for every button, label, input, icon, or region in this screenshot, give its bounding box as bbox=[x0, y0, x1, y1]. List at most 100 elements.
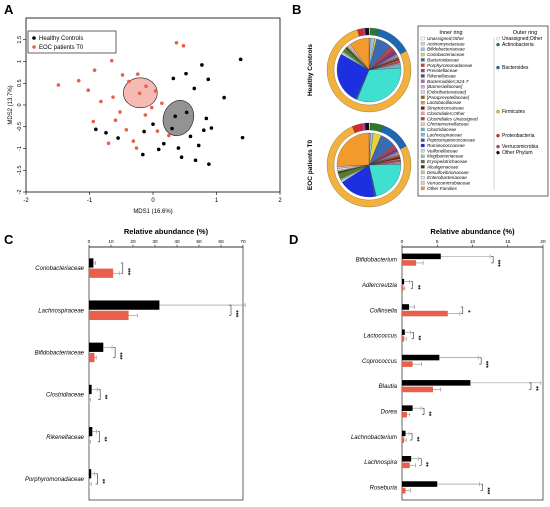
scatter-point-eoc bbox=[167, 133, 171, 138]
panel-letter-c: C bbox=[4, 232, 14, 247]
category-label: Porphyromonadaceae bbox=[25, 477, 85, 483]
significance-bracket bbox=[491, 256, 494, 264]
category-label: Rikenellaceae bbox=[46, 435, 84, 441]
significance-label: *** bbox=[124, 268, 130, 276]
x-tick-label: -2 bbox=[23, 198, 29, 204]
significance-label: *** bbox=[232, 310, 238, 318]
y-tick-label: -1 bbox=[17, 146, 23, 151]
x-tick-label: 40 bbox=[174, 239, 180, 245]
bar-plot-frame bbox=[88, 246, 244, 501]
scatter-point-eoc bbox=[118, 110, 122, 114]
outer-ring-slice bbox=[364, 27, 370, 36]
bar-chart-title: Relative abundance (%) bbox=[430, 227, 515, 236]
pie-row-label: Healthy Controls bbox=[307, 44, 314, 96]
outer-ring-slice bbox=[326, 126, 412, 208]
legend-swatch bbox=[420, 117, 425, 121]
significance-bracket bbox=[529, 382, 532, 390]
bar-eoc bbox=[402, 361, 413, 367]
significance-bracket bbox=[411, 332, 414, 340]
x-tick-label: 10 bbox=[470, 239, 476, 245]
scatter-point-eoc bbox=[131, 139, 136, 143]
scatter-point-healthy bbox=[94, 127, 98, 132]
scatter-point-eoc bbox=[86, 88, 91, 93]
legend-swatch bbox=[420, 133, 425, 137]
bar-eoc bbox=[402, 285, 404, 292]
inner-ring-legend-label: Streptococcaceae bbox=[427, 106, 464, 111]
inner-ring-legend-label: Desulfovibrionaceae bbox=[427, 170, 469, 175]
panel-letter-a: A bbox=[4, 2, 14, 17]
bar-eoc bbox=[89, 479, 90, 489]
scatter-point-healthy bbox=[171, 76, 176, 81]
significance-label: ** bbox=[425, 411, 431, 416]
significance-bracket bbox=[410, 433, 413, 441]
legend-swatch bbox=[420, 95, 425, 99]
legend-swatch bbox=[420, 127, 425, 132]
outer-ring-legend-label: Firmicutes bbox=[502, 109, 526, 115]
bar-healthy bbox=[89, 342, 104, 352]
x-tick-label: 10 bbox=[108, 239, 114, 245]
y-axis-label: MDS2 (13.7%) bbox=[8, 85, 14, 124]
significance-bracket bbox=[479, 357, 482, 365]
bar-eoc bbox=[402, 462, 410, 469]
category-label: Bifidobacterium bbox=[356, 258, 397, 264]
bar-healthy bbox=[89, 384, 92, 395]
legend-swatch bbox=[420, 90, 425, 94]
legend-swatch bbox=[420, 68, 425, 73]
significance-label: ** bbox=[414, 336, 420, 341]
scatter-point-eoc bbox=[120, 73, 125, 77]
outer-ring-slice bbox=[326, 29, 412, 113]
scatter-point-healthy bbox=[192, 86, 197, 91]
inner-ring-legend-label: Coriobacteriaceae bbox=[427, 52, 465, 57]
category-label: Lactococcus bbox=[364, 334, 397, 340]
significance-label: ** bbox=[101, 395, 107, 400]
outer-ring-slice bbox=[364, 122, 370, 131]
legend-swatch bbox=[420, 85, 425, 89]
x-tick-label: 1 bbox=[215, 198, 219, 204]
scatter-point-healthy bbox=[176, 146, 181, 150]
inner-ring-legend-label: Alcaligenaceae bbox=[426, 164, 459, 169]
scatter-point-eoc bbox=[135, 72, 140, 76]
pie-legend-box bbox=[417, 25, 549, 197]
outer-ring-legend-label: Bacteroides bbox=[502, 65, 529, 71]
panel-letter-b: B bbox=[292, 2, 302, 17]
significance-label: * bbox=[464, 310, 470, 313]
legend-swatch bbox=[420, 175, 425, 180]
scatter-point-healthy bbox=[206, 77, 211, 82]
inner-ring-legend-label: Prevotellaceae bbox=[427, 68, 458, 73]
inner-ring-legend-label: Clostridiales;Other bbox=[427, 111, 465, 116]
x-tick-label: 0 bbox=[88, 239, 91, 245]
significance-bracket bbox=[480, 483, 483, 491]
legend-swatch bbox=[420, 74, 425, 78]
bar-eoc bbox=[402, 411, 407, 418]
bar-eoc bbox=[89, 437, 90, 447]
healthy-confidence-ellipse bbox=[162, 100, 195, 137]
scatter-point-eoc bbox=[174, 40, 179, 45]
inner-ring-legend-label: Clostridiales Unassigned bbox=[427, 116, 478, 121]
legend-swatch bbox=[420, 52, 425, 57]
significance-bracket bbox=[460, 306, 464, 314]
y-tick-label: -0.5 bbox=[17, 122, 23, 131]
legend-swatch bbox=[496, 36, 500, 41]
inner-ring-legend-label: Bifidobacteriaceae bbox=[427, 47, 465, 52]
inner-ring-title: Inner ring bbox=[439, 30, 462, 36]
x-tick-label: 20 bbox=[130, 239, 136, 245]
legend-swatch bbox=[496, 144, 500, 149]
significance-label: ** bbox=[414, 285, 420, 290]
x-tick-label: 2 bbox=[278, 198, 282, 204]
outer-ring-legend-label: Unassigned;Other bbox=[502, 36, 543, 42]
scatter-point-healthy bbox=[184, 71, 188, 76]
scatter-point-healthy bbox=[188, 134, 193, 139]
x-tick-label: 60 bbox=[218, 239, 224, 245]
scatter-point-healthy bbox=[161, 141, 166, 146]
significance-label: *** bbox=[494, 260, 500, 268]
legend-swatch bbox=[420, 181, 425, 185]
significance-bracket bbox=[419, 458, 422, 466]
scatter-point-healthy bbox=[238, 57, 243, 62]
legend-label: EOC patients T0 bbox=[39, 45, 84, 51]
bar-healthy bbox=[89, 469, 92, 479]
bar-healthy bbox=[89, 300, 160, 310]
significance-label: *** bbox=[484, 487, 490, 495]
category-label: Roseburia bbox=[370, 485, 398, 491]
scatter-point-eoc bbox=[124, 127, 129, 132]
